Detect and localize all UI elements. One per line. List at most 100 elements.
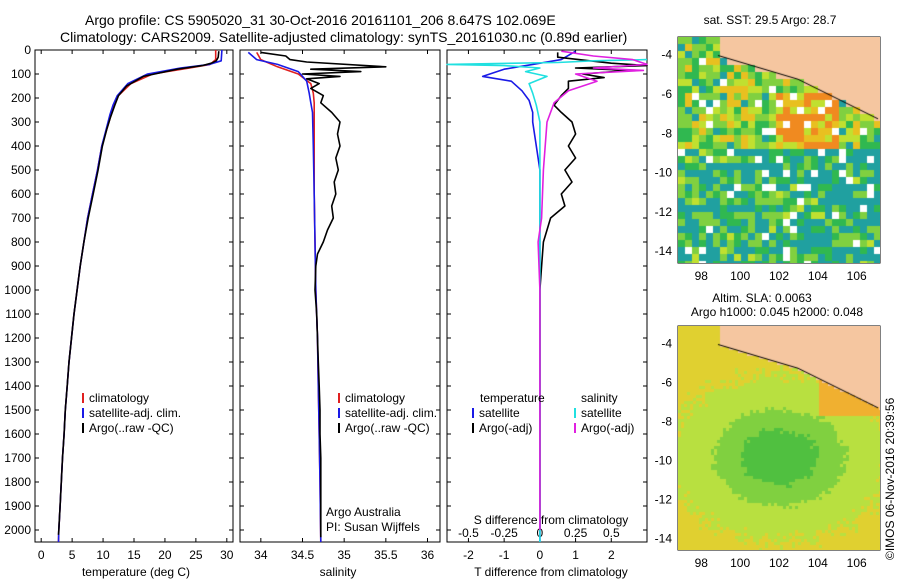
salinity-legend-label: Argo(..raw -QC) xyxy=(345,421,430,435)
header-title-line1: Argo profile: CS 5905020_31 30-Oct-2016 … xyxy=(85,12,556,28)
x-tick-label: -2 xyxy=(463,548,474,562)
y-tick-label: 2000 xyxy=(4,523,31,537)
salinity-plot-frame xyxy=(239,49,441,543)
sst-map-x-tick-label: 102 xyxy=(769,269,789,283)
sst-map-image xyxy=(678,37,880,263)
salinity-legend-label: satellite-adj. clim. xyxy=(345,406,437,420)
difference-t-axis-label: T difference from climatology xyxy=(474,565,628,579)
y-tick-label: 1200 xyxy=(4,331,31,345)
x-tick-label: 34 xyxy=(254,548,268,562)
difference-s-tick-label: -0.25 xyxy=(490,526,518,540)
temperature-legend-label: satellite-adj. clim. xyxy=(89,406,181,420)
difference-legend-temperature-label: satellite xyxy=(479,406,520,420)
x-tick-label: 0 xyxy=(537,548,544,562)
sst-map-y-tick-label: -14 xyxy=(655,244,673,258)
y-tick-label: 1800 xyxy=(4,475,31,489)
salinity-annotation-line2: PI: Susan Wijffels xyxy=(326,520,420,534)
temperature-series-line xyxy=(57,50,217,543)
difference-series-line xyxy=(537,50,648,530)
temperature-plot-frame xyxy=(34,49,234,543)
x-tick-label: 2 xyxy=(608,548,615,562)
header-title-line2: Climatology: CARS2009. Satellite-adjuste… xyxy=(60,29,628,45)
y-tick-label: 0 xyxy=(24,43,31,57)
x-tick-label: 5 xyxy=(69,548,76,562)
sla-map-x-tick-label: 106 xyxy=(847,556,867,570)
x-tick-label: 15 xyxy=(127,548,141,562)
sst-map-title: sat. SST: 29.5 Argo: 28.7 xyxy=(704,13,837,27)
sst-map-x-tick-label: 98 xyxy=(695,269,709,283)
y-tick-label: 1600 xyxy=(4,427,31,441)
difference-series-line xyxy=(481,50,577,542)
difference-legend-salinity-label: satellite xyxy=(581,406,622,420)
x-tick-label: 20 xyxy=(158,548,172,562)
x-tick-label: 10 xyxy=(96,548,110,562)
y-tick-label: 600 xyxy=(11,187,31,201)
y-tick-label: 200 xyxy=(11,91,31,105)
sla-map-y-tick-label: -12 xyxy=(655,492,673,506)
sst-map-y-tick-label: -4 xyxy=(661,48,672,62)
sst-map-x-tick-label: 106 xyxy=(847,269,867,283)
temperature-legend-label: Argo(..raw -QC) xyxy=(89,421,174,435)
imos-credit: ©IMOS 06-Nov-2016 20:39:56 xyxy=(883,397,897,560)
salinity-annotation-line1: Argo Australia xyxy=(326,505,401,519)
difference-series-line xyxy=(539,52,648,530)
salinity-series-line xyxy=(260,51,387,538)
sst-map-x-tick-label: 104 xyxy=(808,269,828,283)
y-tick-label: 1500 xyxy=(4,403,31,417)
difference-s-axis-label: S difference from climatology xyxy=(474,513,629,527)
sla-map-image xyxy=(678,326,880,550)
sla-map-y-tick-label: -6 xyxy=(661,375,672,389)
x-tick-label: 36 xyxy=(421,548,435,562)
sla-map-title-line2: Argo h1000: 0.045 h2000: 0.048 xyxy=(691,305,863,319)
sla-map-x-tick-label: 98 xyxy=(695,556,709,570)
y-tick-label: 1300 xyxy=(4,355,31,369)
salinity-legend-label: climatology xyxy=(345,391,405,405)
x-tick-label: 1 xyxy=(572,548,579,562)
sla-map-x-tick-label: 102 xyxy=(769,556,789,570)
y-tick-label: 1900 xyxy=(4,499,31,513)
sla-map-title-line1: Altim. SLA: 0.0063 xyxy=(712,291,812,305)
sst-map-y-tick-label: -12 xyxy=(655,205,673,219)
y-tick-label: 1000 xyxy=(4,283,31,297)
y-tick-label: 900 xyxy=(11,259,31,273)
y-tick-label: 300 xyxy=(11,115,31,129)
difference-legend-temperature-label: Argo(-adj) xyxy=(479,421,532,435)
sla-map-y-tick-label: -10 xyxy=(655,453,673,467)
figure-header: Argo profile: CS 5905020_31 30-Oct-2016 … xyxy=(0,0,660,48)
difference-legend-title-temperature: temperature xyxy=(480,391,545,405)
y-tick-label: 100 xyxy=(11,67,31,81)
sla-map-y-tick-label: -8 xyxy=(661,414,672,428)
sla-map-y-tick-label: -14 xyxy=(655,531,673,545)
x-tick-label: 35 xyxy=(337,548,351,562)
salinity-series-line xyxy=(247,51,322,543)
salinity-series-line xyxy=(256,52,322,543)
x-tick-label: 0 xyxy=(38,548,45,562)
temperature-series-line xyxy=(57,49,223,543)
x-tick-label: 25 xyxy=(189,548,203,562)
x-tick-label: 30 xyxy=(220,548,234,562)
sst-map-y-tick-label: -10 xyxy=(655,166,673,180)
x-tick-label: -1 xyxy=(499,548,510,562)
difference-s-tick-label: 0.5 xyxy=(603,526,620,540)
y-tick-label: 800 xyxy=(11,235,31,249)
y-tick-label: 1100 xyxy=(5,307,31,321)
y-tick-label: 400 xyxy=(11,139,31,153)
difference-s-tick-label: 0.25 xyxy=(564,526,588,540)
difference-plot-frame xyxy=(446,49,648,543)
y-tick-label: 700 xyxy=(11,211,31,225)
difference-legend-title-salinity: salinity xyxy=(581,391,618,405)
salinity-axis-label: salinity xyxy=(320,565,357,579)
difference-legend-salinity-label: Argo(-adj) xyxy=(581,421,634,435)
temperature-legend-label: climatology xyxy=(89,391,149,405)
sla-map-y-tick-label: -4 xyxy=(661,337,672,351)
sst-map-x-tick-label: 100 xyxy=(730,269,750,283)
y-tick-label: 1400 xyxy=(4,379,31,393)
sla-map-x-tick-label: 100 xyxy=(730,556,750,570)
sla-map-x-tick-label: 104 xyxy=(808,556,828,570)
difference-s-tick-label: -0.5 xyxy=(458,526,479,540)
temperature-axis-label: temperature (deg C) xyxy=(82,565,190,579)
sst-map-y-tick-label: -8 xyxy=(661,126,672,140)
y-tick-label: 1700 xyxy=(4,451,31,465)
temperature-series-line xyxy=(57,51,220,535)
